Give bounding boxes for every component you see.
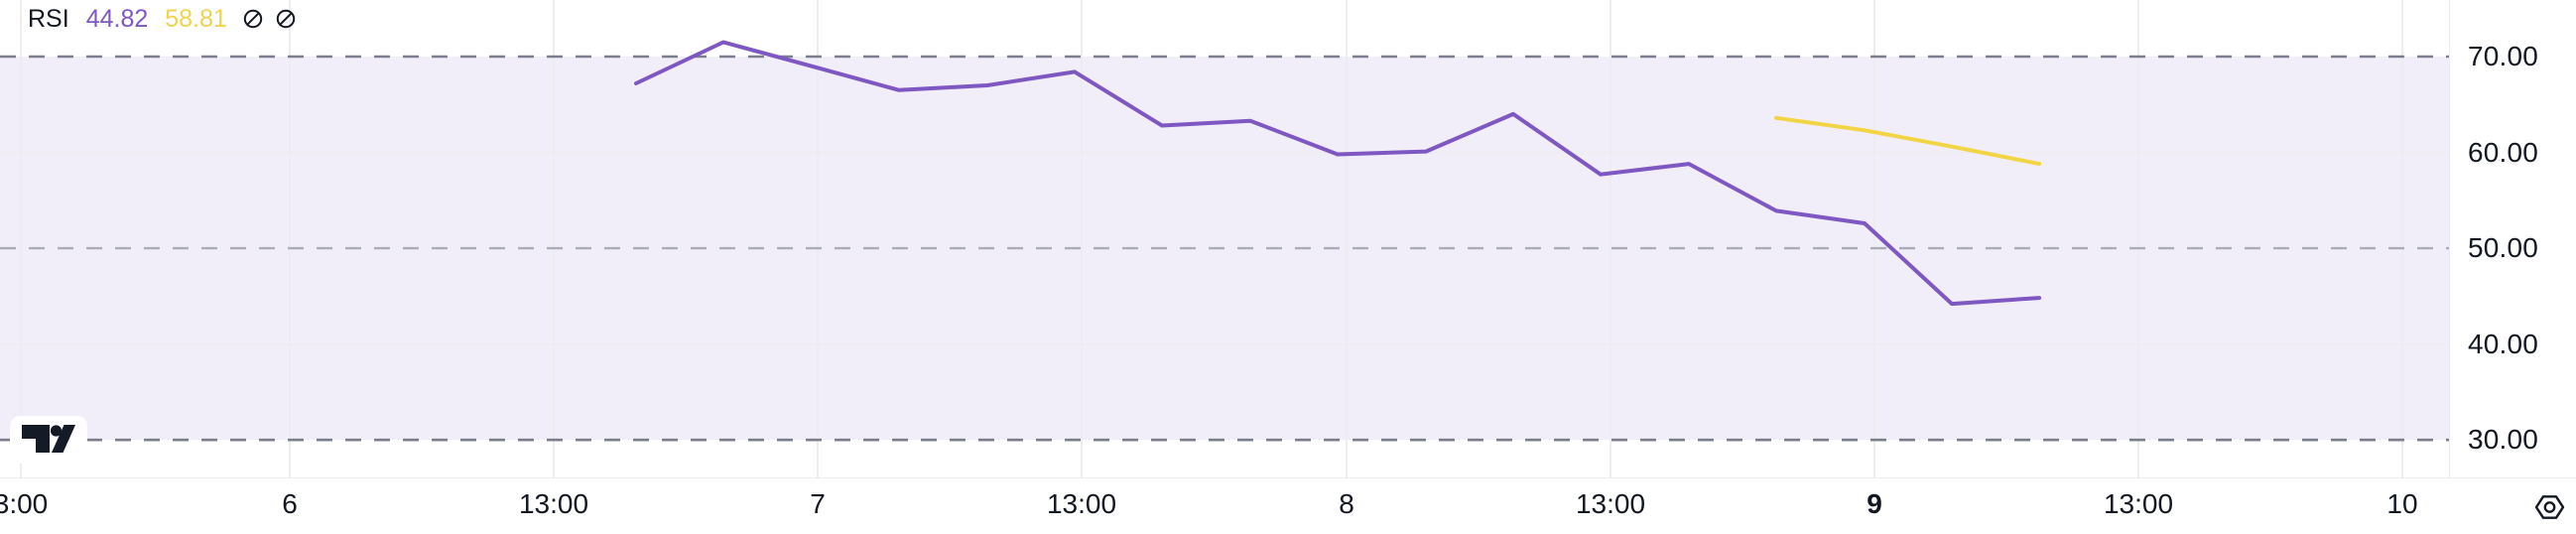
time-axis-label: 13:00 xyxy=(2103,488,2174,519)
time-axis-label: 13:00 xyxy=(1046,488,1117,519)
slashed-circle-icon xyxy=(276,9,296,29)
rsi-chart-plot[interactable] xyxy=(0,0,2576,477)
price-axis-label: 30.00 xyxy=(2468,424,2539,456)
time-axis-label: 13:00 xyxy=(518,488,589,519)
pane-settings-button[interactable] xyxy=(2532,490,2566,524)
tradingview-logo-icon xyxy=(22,425,75,453)
time-axis-label: 10 xyxy=(2386,488,2418,519)
legend-value-ma: 58.81 xyxy=(165,4,227,33)
time-axis[interactable]: 3:00 6 13:00 7 13:00 8 13:00 9 13:00 10 xyxy=(0,477,2576,534)
indicator-title: RSI xyxy=(28,4,69,33)
price-axis-label: 60.00 xyxy=(2468,136,2539,168)
time-axis-label: 13:00 xyxy=(1575,488,1646,519)
time-axis-label: 3:00 xyxy=(0,488,49,519)
time-axis-label: 6 xyxy=(282,488,298,519)
price-axis[interactable]: 70.00 60.00 50.00 40.00 30.00 xyxy=(2449,0,2576,477)
slashed-circle-icon xyxy=(243,9,263,29)
tradingview-logo[interactable] xyxy=(10,416,87,464)
time-axis-label: 9 xyxy=(1867,488,1882,519)
hexagon-gear-icon xyxy=(2534,495,2564,519)
time-axis-label: 7 xyxy=(810,488,826,519)
price-axis-label: 70.00 xyxy=(2468,41,2539,71)
legend-values: 44.82 58.81 xyxy=(86,5,227,34)
rsi-line xyxy=(634,40,2041,307)
indicator-legend: RSI 44.82 58.81 xyxy=(28,4,297,34)
time-axis-label: 8 xyxy=(1339,488,1354,519)
legend-value-rsi: 44.82 xyxy=(85,4,149,33)
legend-na-icons xyxy=(242,8,297,30)
price-axis-label: 50.00 xyxy=(2468,232,2539,264)
price-axis-label: 40.00 xyxy=(2468,328,2539,359)
rsi-ma-line xyxy=(1774,115,2041,166)
